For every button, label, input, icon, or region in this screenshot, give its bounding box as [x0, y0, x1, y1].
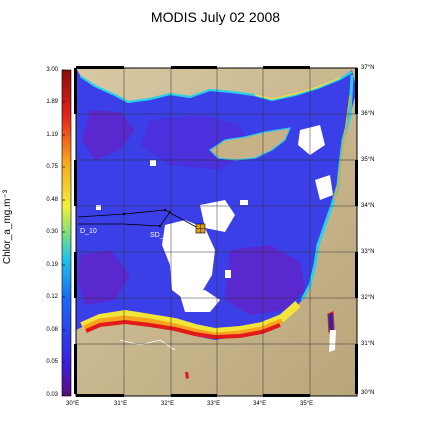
colorbar-tick: 1.19: [46, 132, 58, 138]
map-title: MODIS July 02 2008: [150, 9, 281, 25]
colorbar-tick: 0.30: [46, 229, 58, 235]
station-label-sd1: SD_1: [150, 232, 168, 239]
longitude-label: 31°E: [114, 401, 128, 407]
longitude-label: 30°E: [66, 401, 80, 407]
longitude-label: 35°E: [300, 401, 314, 407]
station-markers: [122, 208, 172, 228]
cyprus-island: [209, 127, 291, 161]
colorbar-tick: 0.08: [46, 327, 58, 333]
longitude-label: 32°E: [161, 401, 175, 407]
latitude-label: 31°N: [361, 341, 375, 347]
colorbar-tick: 1.89: [46, 99, 58, 105]
colorbar-tick: 3.00: [46, 67, 58, 73]
station-label-d10: D_10: [80, 228, 97, 235]
graticule: [76, 68, 357, 396]
latitude-label: 36°N: [361, 111, 375, 117]
longitude-label: 34°E: [253, 401, 267, 407]
colorbar-tick: 0.12: [46, 294, 58, 300]
latitude-label: 35°N: [361, 157, 375, 163]
cloud-mask: [96, 125, 333, 312]
longitude-label: 33°E: [207, 401, 221, 407]
latitude-label: 30°N: [361, 390, 375, 396]
colorbar-tick: 0.48: [46, 197, 58, 203]
latitude-label: 33°N: [361, 249, 375, 255]
colorbar-tick: 0.19: [46, 262, 58, 268]
colorbar: [61, 69, 72, 397]
latitude-label: 34°N: [361, 203, 375, 209]
frame-border: [74, 66, 358, 397]
colorbar-tick: 0.75: [46, 164, 58, 170]
colorbar-tick: 0.05: [46, 359, 58, 365]
latitude-label: 37°N: [361, 65, 375, 71]
transect-lines: [77, 209, 199, 229]
colorbar-tick: 0.03: [46, 392, 58, 398]
latitude-label: 32°N: [361, 295, 375, 301]
nile-delta-bloom: [80, 300, 301, 337]
